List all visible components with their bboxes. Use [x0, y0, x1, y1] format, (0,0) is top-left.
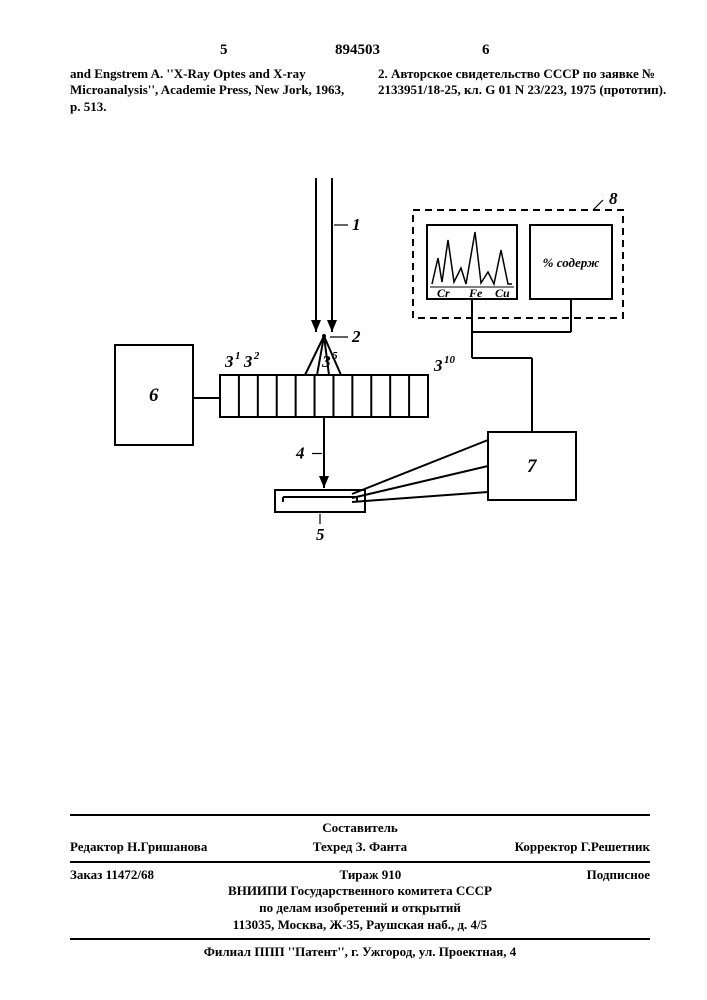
svg-text:% содерж: % содерж [543, 255, 600, 270]
svg-text:3: 3 [433, 356, 443, 375]
figure-diagram: CrFeCu% содерж1231323531045678 [80, 170, 630, 590]
footer-subscribe: Подписное [587, 867, 650, 883]
svg-text:2: 2 [351, 327, 361, 346]
footer-addr: 113035, Москва, Ж-35, Раушская наб., д. … [70, 917, 650, 934]
footer: Составитель Редактор Н.Гришанова Техред … [70, 810, 650, 960]
svg-text:10: 10 [444, 354, 456, 366]
footer-corrector: Корректор Г.Решетник [457, 839, 650, 855]
footer-editor: Редактор Н.Гришанова [70, 839, 263, 855]
page-num-right-col: 6 [482, 42, 490, 59]
svg-text:1: 1 [235, 350, 241, 362]
footer-bottom: Филиал ППП ''Патент'', г. Ужгород, ул. П… [70, 944, 650, 960]
svg-text:3: 3 [243, 352, 253, 371]
diagram-svg: CrFeCu% содерж1231323531045678 [80, 170, 630, 590]
svg-text:5: 5 [332, 350, 338, 362]
svg-text:4: 4 [295, 444, 305, 463]
page-num-center: 894503 [335, 42, 380, 59]
footer-order: Заказ 11472/68 [70, 867, 154, 883]
svg-text:Fe: Fe [468, 286, 483, 300]
svg-text:8: 8 [609, 189, 618, 208]
footer-techred: Техред З. Фанта [263, 839, 456, 855]
page-num-left-col: 5 [220, 42, 228, 59]
svg-text:Cr: Cr [437, 286, 450, 300]
svg-text:5: 5 [316, 525, 325, 544]
svg-text:7: 7 [527, 456, 538, 477]
left-column-text: and Engstrem A. ''X-Ray Optes and X-ray … [70, 66, 350, 115]
svg-text:3: 3 [321, 352, 331, 371]
footer-org2: по делам изобретений и открытий [70, 900, 650, 917]
footer-org1: ВНИИПИ Государственного комитета СССР [70, 883, 650, 900]
footer-tirage: Тираж 910 [339, 867, 401, 883]
svg-text:6: 6 [149, 385, 159, 406]
footer-compiler-label: Составитель [70, 820, 650, 837]
page: 5 894503 6 and Engstrem A. ''X-Ray Optes… [0, 0, 707, 1000]
svg-text:3: 3 [224, 352, 234, 371]
svg-text:2: 2 [253, 350, 260, 362]
right-column-text: 2. Авторское свидетельство СССР по заявк… [378, 66, 668, 99]
svg-text:Cu: Cu [495, 286, 510, 300]
svg-text:1: 1 [352, 215, 361, 234]
